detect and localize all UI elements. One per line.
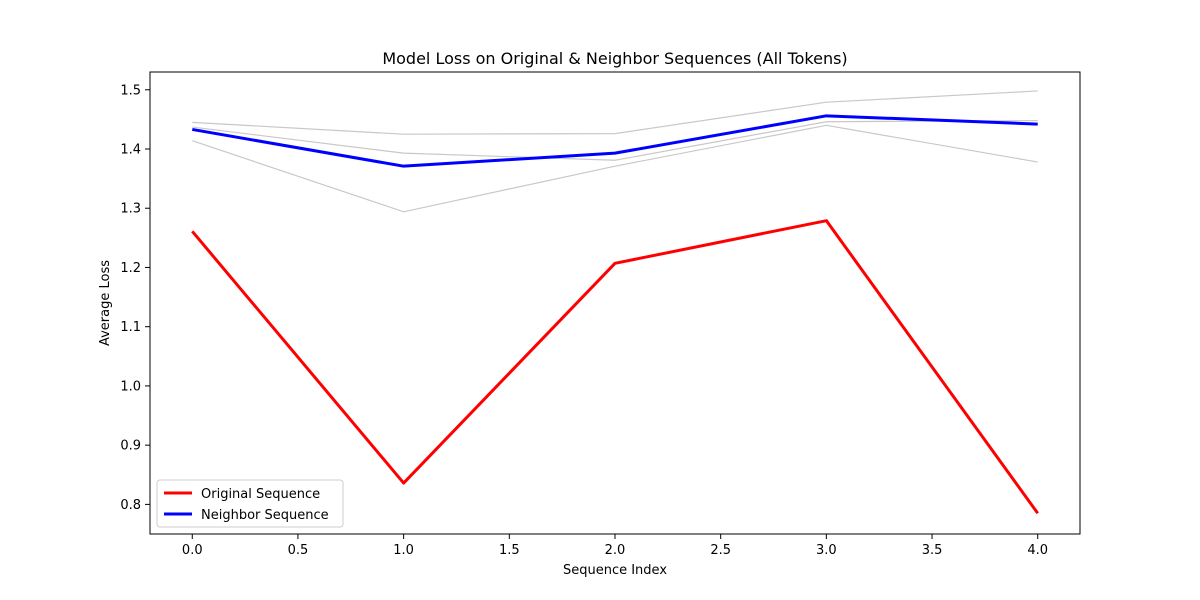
series-lines	[191, 114, 1039, 515]
background-series-line-2	[192, 124, 1038, 213]
y-tick-label: 1.0	[120, 379, 141, 394]
x-tick-label: 4.0	[1027, 543, 1048, 558]
x-tick-label: 1.5	[499, 543, 520, 558]
y-tick-label: 0.9	[120, 439, 141, 454]
y-tick-label: 1.4	[120, 143, 141, 158]
legend-box	[156, 479, 344, 528]
x-tick-label: 2.5	[710, 543, 731, 558]
y-axis-label: Average Loss	[98, 260, 113, 346]
legend-label-neighbor-sequence: Neighbor Sequence	[201, 508, 329, 523]
y-tick-label: 1.2	[120, 261, 141, 276]
legend: Original Sequence Neighbor Sequence	[156, 479, 344, 528]
x-tick-label: 3.5	[922, 543, 943, 558]
series-line-neighbor-sequence	[192, 114, 1038, 168]
background-series-line-1	[192, 119, 1038, 161]
legend-label-original-sequence: Original Sequence	[201, 487, 320, 502]
x-tick-label: 2.0	[605, 543, 626, 558]
x-tick-label: 3.0	[816, 543, 837, 558]
background-series-lines	[192, 90, 1038, 213]
background-series-line-0	[192, 90, 1038, 135]
y-tick-label: 1.1	[120, 320, 141, 335]
y-axis-ticks: 0.8 0.9 1.0 1.1 1.2 1.3 1.4 1.5	[120, 83, 150, 513]
y-tick-label: 0.8	[120, 498, 141, 513]
x-tick-label: 0.0	[182, 543, 203, 558]
x-tick-label: 0.5	[288, 543, 309, 558]
x-axis-label: Sequence Index	[563, 563, 667, 578]
x-axis-ticks: 0.0 0.5 1.0 1.5 2.0 2.5 3.0 3.5 4.0	[182, 534, 1048, 558]
y-tick-label: 1.3	[120, 202, 141, 217]
chart-title: Model Loss on Original & Neighbor Sequen…	[382, 49, 847, 68]
x-tick-label: 1.0	[393, 543, 414, 558]
y-tick-label: 1.5	[120, 83, 141, 98]
series-line-original-sequence	[191, 219, 1039, 515]
